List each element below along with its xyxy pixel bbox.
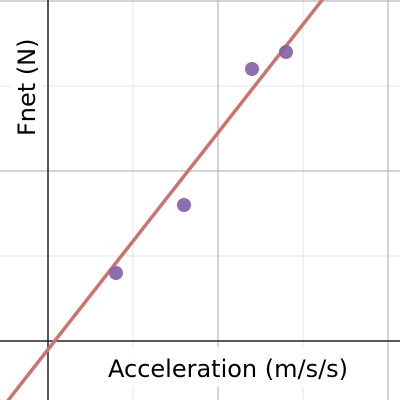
- data-points: [109, 45, 293, 280]
- data-point: [109, 266, 123, 280]
- y-axis-label-backdrop: [10, 22, 42, 140]
- data-point: [177, 198, 191, 212]
- x-axis-label-backdrop: [104, 347, 380, 387]
- x-axis-label: Acceleration (m/s/s): [108, 355, 348, 383]
- data-point: [279, 45, 293, 59]
- data-point: [245, 62, 259, 76]
- y-axis-label: Fnet (N): [13, 39, 41, 137]
